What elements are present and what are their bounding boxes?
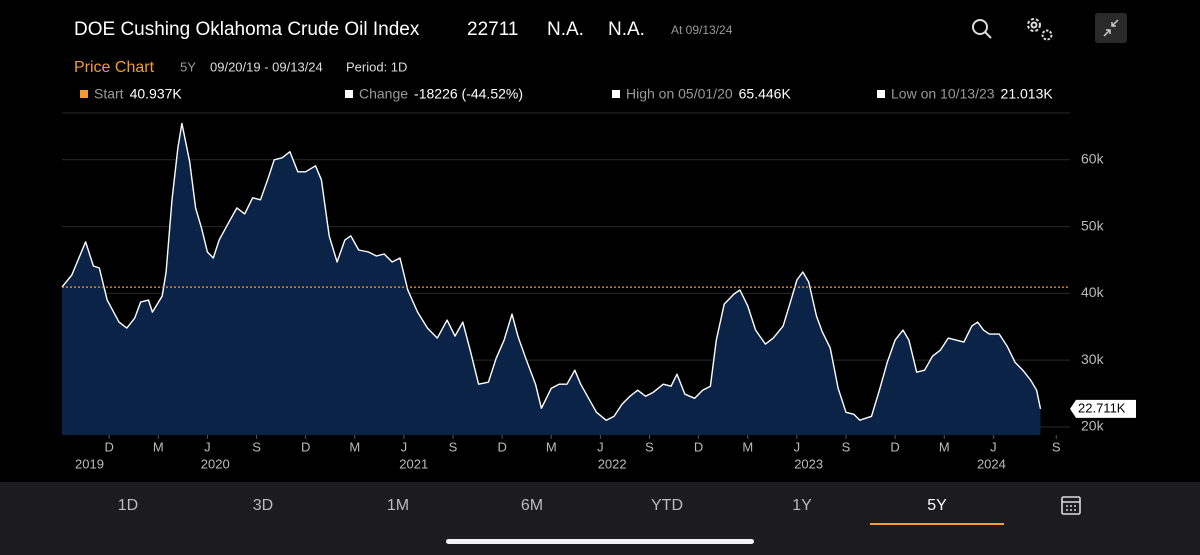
collapse-button[interactable] <box>1095 13 1127 43</box>
stats-row: Start 40.937K Change -18226 (-44.52%) High o… <box>80 86 1053 102</box>
search-icon[interactable] <box>972 19 992 39</box>
x-tick-label: D <box>694 439 703 454</box>
year-label: 2024 <box>977 456 1006 471</box>
stat-label: Low on 10/13/23 <box>891 86 995 102</box>
stat-label: Change <box>359 86 408 102</box>
x-tick-label: M <box>546 439 557 454</box>
calendar-icon[interactable] <box>1061 496 1081 515</box>
calendar-grid <box>1062 501 1080 511</box>
last-value-box <box>1070 399 1136 418</box>
x-tick-label: D <box>497 439 506 454</box>
change: N.A. <box>547 19 584 40</box>
last-value-label: 22.711K <box>1078 400 1126 415</box>
x-tick-label: S <box>252 439 261 454</box>
tab-bar <box>0 482 1200 555</box>
stat-value: 21.013K <box>1001 86 1054 102</box>
tab[interactable]: 6M <box>521 497 543 514</box>
x-tick-label: D <box>890 439 899 454</box>
year-label: 2023 <box>794 456 823 471</box>
stat-marker <box>80 90 88 98</box>
settings-icon[interactable] <box>1027 18 1053 41</box>
stat-label: Start <box>94 86 124 102</box>
tab[interactable]: 1D <box>118 497 138 514</box>
x-tick-label: S <box>449 439 458 454</box>
search-handle <box>984 31 992 39</box>
as-of: At 09/13/24 <box>671 23 733 37</box>
gear-big <box>1027 18 1041 32</box>
x-tick-label: J <box>204 439 211 454</box>
stat-value: 65.446K <box>739 86 792 102</box>
x-tick-label: J <box>597 439 604 454</box>
stat-value: 40.937K <box>130 86 183 102</box>
stat-marker <box>877 90 885 98</box>
x-tick-label: J <box>990 439 997 454</box>
x-tick-label: M <box>742 439 753 454</box>
calendar-frame <box>1061 496 1081 515</box>
home-indicator <box>446 539 754 544</box>
gear-big-hub <box>1030 21 1038 29</box>
year-label: 2021 <box>399 456 428 471</box>
tab[interactable]: 1M <box>387 497 409 514</box>
x-tick-label: S <box>1052 439 1061 454</box>
year-label: 2019 <box>75 456 104 471</box>
search-lens <box>972 19 988 35</box>
stat-value: -18226 (-44.52%) <box>414 86 523 102</box>
gear-small <box>1041 29 1053 41</box>
last-price: 22711 <box>467 19 518 40</box>
year-label: 2022 <box>598 456 627 471</box>
x-tick-label: M <box>349 439 360 454</box>
y-tick-label: 50k <box>1081 217 1105 233</box>
tab[interactable]: 5Y <box>927 497 947 514</box>
stat-marker <box>345 90 353 98</box>
y-tick-label: 30k <box>1081 351 1105 367</box>
stat-label: High on 05/01/20 <box>626 86 733 102</box>
chart-label: Price Chart <box>74 59 155 76</box>
year-label: 2020 <box>201 456 230 471</box>
collapse-glyph <box>1103 19 1119 37</box>
y-tick-label: 40k <box>1081 284 1105 300</box>
tab[interactable]: 1Y <box>792 497 812 514</box>
price-line <box>61 122 1042 421</box>
tab-underline <box>870 523 1004 525</box>
x-tick-label: D <box>104 439 113 454</box>
change-pct: N.A. <box>608 19 645 40</box>
tab[interactable]: 3D <box>253 497 273 514</box>
x-tick-label: S <box>645 439 654 454</box>
area-fill <box>62 123 1041 436</box>
tab[interactable]: YTD <box>651 497 683 514</box>
collapse-bg <box>1095 13 1127 43</box>
x-tick-label: S <box>842 439 851 454</box>
y-tick-label: 60k <box>1081 150 1105 166</box>
x-tick-label: M <box>153 439 164 454</box>
tabs: 1D 3D 1M 6M YTD 1Y 5Y <box>118 497 1004 525</box>
title: DOE Cushing Oklahoma Crude Oil Index <box>74 19 420 40</box>
plot: 20k 30k 40k 50k 60k D M J S D M J S D M J S D M J S D M J S 2019 2… <box>61 112 1136 471</box>
stat-marker <box>612 90 620 98</box>
y-tick-label: 20k <box>1081 418 1105 434</box>
x-tick-label: M <box>939 439 950 454</box>
x-tick-label: J <box>794 439 801 454</box>
period: Period: 1D <box>346 59 407 74</box>
date-range: 09/20/19 - 09/13/24 <box>210 59 323 74</box>
x-tick-label: D <box>301 439 310 454</box>
range: 5Y <box>180 59 196 74</box>
x-tick-label: J <box>401 439 408 454</box>
